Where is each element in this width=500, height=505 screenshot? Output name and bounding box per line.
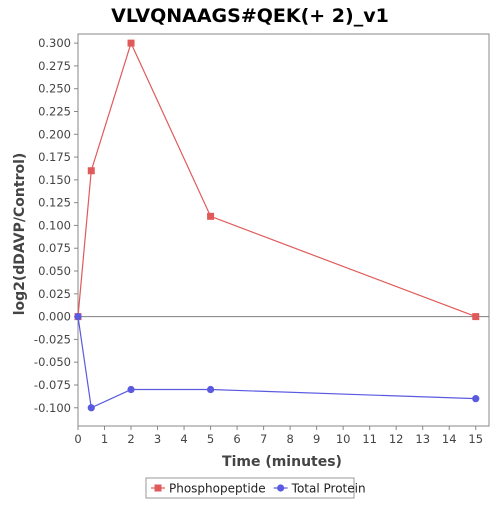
y-tick-label: -0.100	[34, 401, 71, 415]
y-tick-label: -0.025	[34, 332, 71, 346]
x-tick-label: 13	[415, 432, 430, 446]
x-tick-label: 3	[154, 432, 161, 446]
y-tick-label: 0.200	[38, 127, 71, 141]
y-tick-label: 0.000	[38, 310, 71, 324]
legend-label-total-protein: Total Protein	[291, 482, 366, 496]
data-point-phosphopeptide	[207, 212, 215, 220]
x-tick-label: 0	[74, 432, 81, 446]
y-tick-label: 0.150	[38, 173, 71, 187]
x-tick-label: 6	[233, 432, 240, 446]
plot-area: -0.100 -0.075 -0.050 -0.025 0.000 0.025 0.050 0…	[34, 33, 490, 446]
x-tick-label: 11	[362, 432, 377, 446]
data-point-phosphopeptide	[127, 39, 135, 47]
x-tick-label: 8	[286, 432, 293, 446]
x-tick-label: 10	[336, 432, 351, 446]
data-point-phosphopeptide	[472, 313, 480, 321]
data-point-phosphopeptide	[87, 167, 95, 175]
x-tick-label: 12	[389, 432, 404, 446]
x-tick-label: 7	[260, 432, 267, 446]
legend-marker-phosphopeptide	[154, 484, 162, 492]
y-tick-label: -0.050	[34, 355, 71, 369]
y-tick-label: -0.075	[34, 378, 71, 392]
y-tick-label: 0.125	[38, 196, 71, 210]
legend-box	[145, 477, 355, 499]
legend-label-phosphopeptide: Phosphopeptide	[169, 482, 266, 496]
y-tick-label: 0.025	[38, 287, 71, 301]
chart-title: VLVQNAAGS#QEK(+ 2)_v1	[111, 5, 389, 27]
x-axis-label: Time (minutes)	[222, 454, 342, 470]
y-tick-label: 0.050	[38, 264, 71, 278]
y-tick-label: 0.075	[38, 241, 71, 255]
legend: Phosphopeptide Total Protein	[145, 477, 366, 499]
data-point-total-protein	[472, 395, 480, 403]
x-tick-label: 2	[127, 432, 134, 446]
x-tick-label: 14	[442, 432, 457, 446]
data-point-total-protein	[127, 385, 135, 394]
data-point-total-protein	[206, 385, 215, 394]
y-tick-label: 0.300	[38, 36, 71, 50]
y-tick-label: 0.250	[38, 82, 71, 96]
x-tick-label: 15	[468, 432, 483, 446]
y-axis-label: log2(dDAVP/Control)	[12, 153, 28, 316]
x-tick-label: 1	[101, 432, 108, 446]
x-tick-label: 5	[207, 432, 214, 446]
y-tick-label: 0.225	[38, 104, 71, 118]
y-tick-label: 0.275	[38, 59, 71, 73]
x-tick-label: 9	[313, 432, 320, 446]
legend-marker-total-protein	[277, 484, 285, 492]
data-point-total-protein	[74, 313, 82, 321]
y-tick-label: 0.175	[38, 150, 71, 164]
x-tick-label: 4	[180, 432, 187, 446]
y-tick-label: 0.100	[38, 218, 71, 232]
data-point-total-protein	[87, 404, 95, 412]
plot-frame	[77, 33, 490, 427]
